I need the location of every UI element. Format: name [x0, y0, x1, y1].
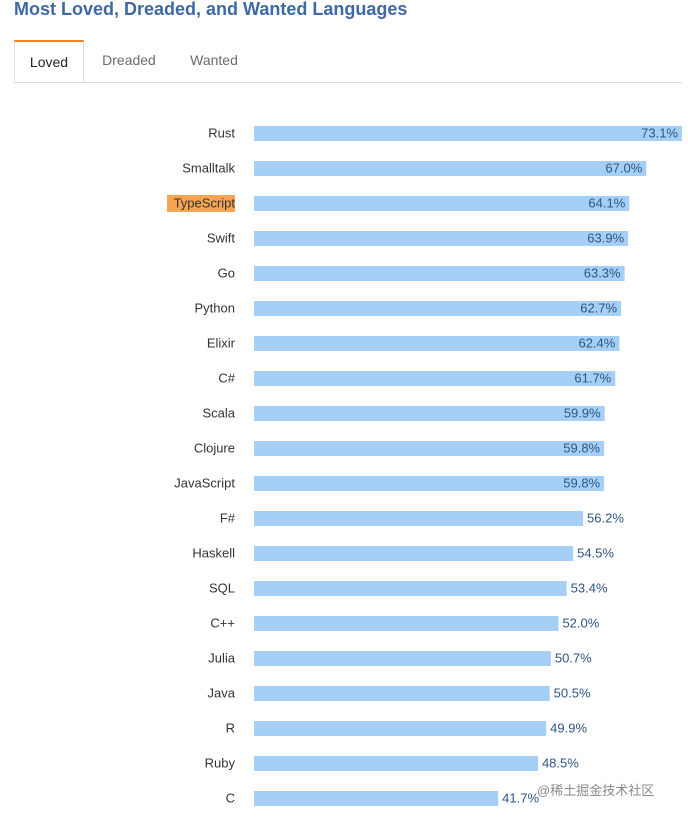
category-label: F#	[220, 511, 236, 526]
tab-loved[interactable]: Loved	[14, 40, 84, 82]
bar-c	[254, 791, 499, 806]
bottom-fade	[0, 806, 688, 819]
bar-julia	[254, 651, 551, 666]
value-label: 61.7%	[574, 371, 611, 386]
value-label: 48.5%	[542, 756, 579, 771]
bar-c-	[254, 371, 616, 386]
bar-c-	[254, 616, 559, 631]
value-label: 62.4%	[578, 336, 615, 351]
tab-wanted[interactable]: Wanted	[190, 52, 238, 68]
category-label: Clojure	[194, 441, 235, 456]
value-label: 49.9%	[550, 721, 587, 736]
value-label: 63.3%	[584, 266, 621, 281]
bar-scala	[254, 406, 605, 421]
category-label: C++	[210, 616, 235, 631]
value-label: 67.0%	[605, 161, 642, 176]
bar-typescript	[254, 196, 630, 211]
bar-java	[254, 686, 550, 701]
bar-go	[254, 266, 625, 281]
bar-smalltalk	[254, 161, 647, 176]
tab-bar: Loved Dreaded Wanted	[14, 40, 682, 83]
value-label: 50.5%	[554, 686, 591, 701]
category-label: Go	[218, 266, 235, 281]
bar-f-	[254, 511, 584, 526]
category-label: JavaScript	[174, 476, 235, 491]
value-label: 64.1%	[588, 196, 625, 211]
bar-elixir	[254, 336, 620, 351]
value-label: 63.9%	[587, 231, 624, 246]
value-label: 54.5%	[577, 546, 614, 561]
bar-python	[254, 301, 622, 316]
category-label: Rust	[208, 126, 235, 141]
category-label: Swift	[207, 231, 236, 246]
bar-swift	[254, 231, 629, 246]
category-label: Julia	[208, 651, 236, 666]
page-title: Most Loved, Dreaded, and Wanted Language…	[14, 0, 408, 19]
category-label: Scala	[202, 406, 235, 421]
value-label: 50.7%	[555, 651, 592, 666]
value-label: 52.0%	[562, 616, 599, 631]
value-label: 56.2%	[587, 511, 624, 526]
category-label: C	[226, 791, 235, 806]
bar-clojure	[254, 441, 605, 456]
category-label: TypeScript	[174, 196, 236, 211]
bar-rust	[254, 126, 682, 141]
category-label: Smalltalk	[182, 161, 235, 176]
bar-r	[254, 721, 547, 736]
category-label: R	[226, 721, 235, 736]
value-label: 53.4%	[571, 581, 608, 596]
bar-haskell	[254, 546, 574, 561]
category-highlight	[167, 195, 235, 212]
category-label: Python	[195, 301, 235, 316]
category-label: Haskell	[192, 546, 235, 561]
tab-dreaded[interactable]: Dreaded	[102, 52, 156, 68]
bar-ruby	[254, 756, 538, 771]
category-label: Elixir	[207, 336, 236, 351]
category-label: Java	[208, 686, 236, 701]
value-label: 62.7%	[580, 301, 617, 316]
value-label: 73.1%	[641, 126, 678, 141]
value-label: 59.8%	[563, 441, 600, 456]
value-label: 59.8%	[563, 476, 600, 491]
bar-javascript	[254, 476, 605, 491]
value-label: 59.9%	[564, 406, 601, 421]
category-label: Ruby	[205, 756, 236, 771]
bar-sql	[254, 581, 567, 596]
category-label: C#	[218, 371, 235, 386]
watermark-text: @稀土掘金技术社区	[537, 783, 655, 798]
category-label: SQL	[209, 581, 235, 596]
value-label: 41.7%	[502, 791, 539, 806]
